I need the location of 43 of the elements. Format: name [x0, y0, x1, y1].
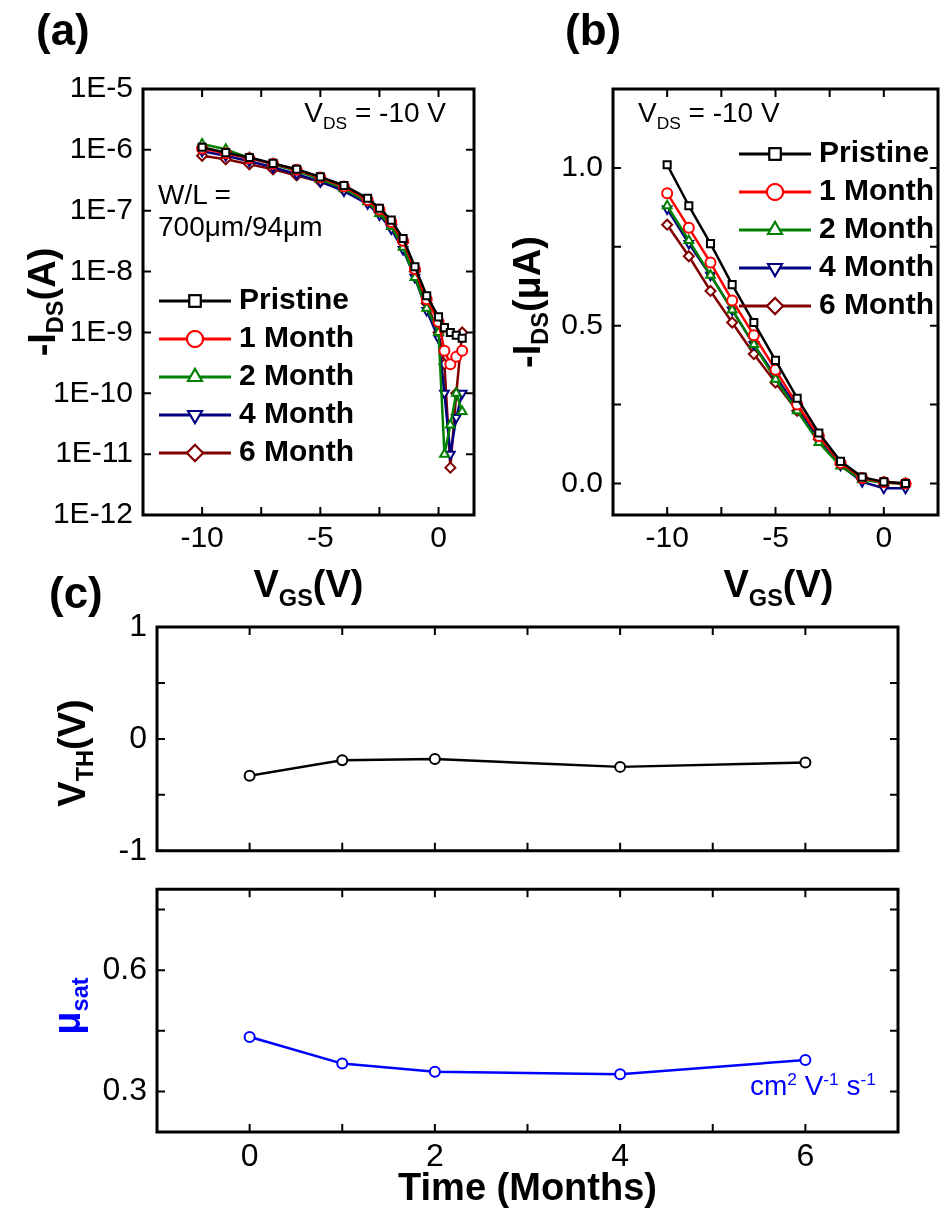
y-tick-label: 1E-12: [52, 496, 133, 530]
y-tick-label: 0.3: [102, 1071, 147, 1108]
x-axis-title: V$_{GS}$(V): [253, 563, 364, 611]
annotation: V$_{DS}$ = -10 V: [638, 97, 780, 134]
annotation: W/L = 700μm/94μm: [158, 179, 323, 244]
y-tick-label: 1: [129, 606, 147, 643]
legend-label: Pristine: [819, 135, 930, 169]
y-tick-label: 1E-5: [69, 70, 133, 104]
x-tick-label: 0: [240, 1137, 259, 1174]
y-tick-label: 1E-10: [52, 374, 133, 408]
x-axis-title: V$_{GS}$(V): [723, 563, 834, 611]
y-tick-label: 0.0: [561, 464, 603, 498]
legend-label: 2 Month: [239, 358, 354, 392]
chart-title: (b): [565, 5, 622, 56]
x-tick-label: 0: [430, 520, 447, 554]
legend-label: 1 Month: [819, 173, 935, 207]
x-tick-label: 6: [796, 1137, 815, 1174]
y-tick-label: 1E-8: [69, 252, 133, 286]
legend-label: 1 Month: [239, 320, 354, 354]
y-tick-label: 0: [129, 718, 147, 755]
y-tick-label: 1E-11: [55, 435, 133, 469]
x-tick-label: 0: [875, 520, 893, 554]
annotation: cm$^{2}$ V$^{-1}$ s$^{-1}$: [749, 1069, 876, 1103]
legend-label: 6 Month: [819, 287, 935, 321]
y-tick-label: 0.5: [561, 306, 603, 340]
y-tick-label: 1.0: [561, 149, 603, 183]
chart-title: (a): [36, 5, 90, 56]
y-tick-label: -1: [118, 830, 147, 867]
y-tick-label: 0.6: [102, 949, 147, 986]
legend-label: 4 Month: [239, 396, 354, 430]
legend-label: 4 Month: [819, 249, 935, 283]
legend-label: Pristine: [239, 282, 350, 316]
x-tick-label: -5: [306, 520, 334, 554]
annotation: V$_{DS}$ = -10 V: [304, 97, 446, 134]
legend-label: 6 Month: [239, 434, 354, 468]
x-tick-label: -10: [645, 520, 689, 554]
y-tick-label: 1E-7: [69, 191, 133, 225]
y-tick-label: 1E-9: [69, 313, 133, 347]
y-tick-label: 1E-6: [69, 131, 133, 165]
x-tick-label: -5: [762, 520, 789, 554]
x-tick-label: -10: [180, 520, 224, 554]
legend-label: 2 Month: [819, 211, 935, 245]
chart-title: (c): [49, 568, 103, 619]
